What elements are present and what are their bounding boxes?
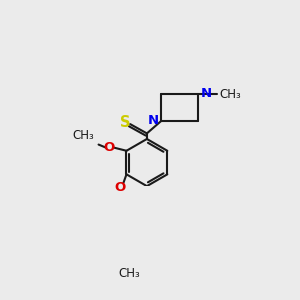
Text: O: O [103, 141, 115, 154]
Text: N: N [148, 114, 159, 127]
Text: S: S [120, 115, 130, 130]
Text: CH₃: CH₃ [220, 88, 241, 101]
Text: O: O [115, 182, 126, 194]
Text: N: N [200, 87, 211, 100]
Text: CH₃: CH₃ [119, 267, 140, 280]
Text: CH₃: CH₃ [73, 129, 94, 142]
